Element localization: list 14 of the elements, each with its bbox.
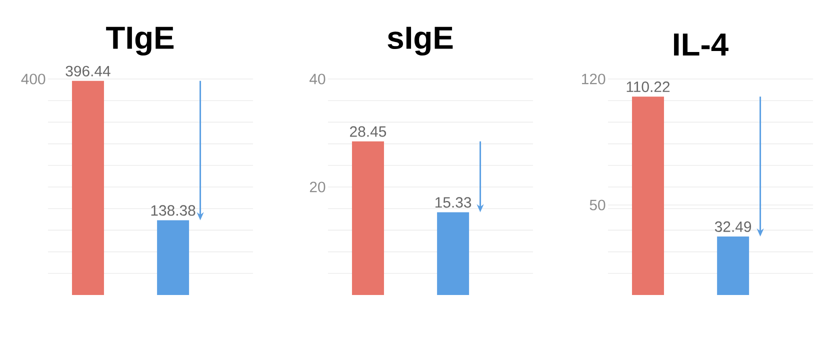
data-label: 110.22 bbox=[626, 81, 670, 92]
chart-title: TIgE bbox=[106, 26, 174, 56]
y-tick-label: 120 bbox=[582, 74, 606, 84]
y-tick-label: 50 bbox=[590, 200, 606, 210]
y-tick-label: 20 bbox=[310, 182, 326, 192]
data-label: 138.38 bbox=[151, 205, 196, 216]
y-tick-label: 40 bbox=[310, 74, 326, 84]
data-label: 28.45 bbox=[350, 126, 386, 137]
data-label: 396.44 bbox=[66, 66, 110, 76]
data-label: 32.49 bbox=[714, 221, 752, 232]
chart-title: IL-4 bbox=[674, 34, 728, 56]
data-label: 15.33 bbox=[435, 197, 472, 208]
y-tick-label: 400 bbox=[21, 74, 46, 84]
chart-title: sIgE bbox=[388, 26, 453, 56]
